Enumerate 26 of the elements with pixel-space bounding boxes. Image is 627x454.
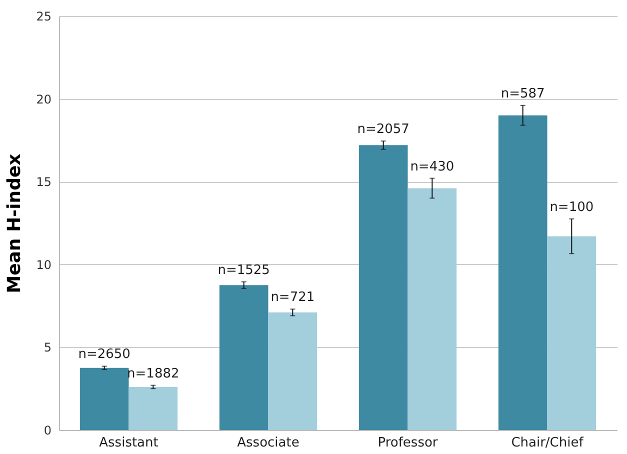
bar	[128, 386, 178, 430]
bar	[358, 145, 408, 430]
x-tick-label: Professor	[378, 436, 438, 450]
bar	[547, 236, 596, 430]
y-tick-label: 5	[44, 340, 52, 355]
annotation: n=430	[410, 159, 454, 174]
y-tick-label: 10	[36, 258, 52, 272]
bar	[80, 368, 129, 430]
y-tick-label: 25	[36, 10, 52, 24]
annotation: n=2650	[78, 347, 130, 362]
annotation: n=721	[270, 290, 315, 306]
bar	[219, 285, 268, 430]
bar	[498, 115, 548, 430]
x-tick-label: Associate	[237, 436, 300, 450]
y-tick-label: 15	[36, 175, 52, 190]
annotation: n=587	[500, 86, 545, 102]
y-tick-label: 0	[44, 424, 52, 438]
x-tick-label: Assistant	[99, 436, 158, 450]
x-tick-label: Chair/Chief	[511, 436, 584, 450]
bar	[268, 312, 318, 430]
annotation: n=100	[550, 200, 594, 215]
y-tick-label: 20	[36, 92, 52, 106]
y-axis-title: Mean H-index	[4, 153, 26, 294]
bar	[408, 188, 457, 430]
annotation: n=1525	[218, 262, 270, 278]
annotation: n=2057	[357, 122, 410, 138]
